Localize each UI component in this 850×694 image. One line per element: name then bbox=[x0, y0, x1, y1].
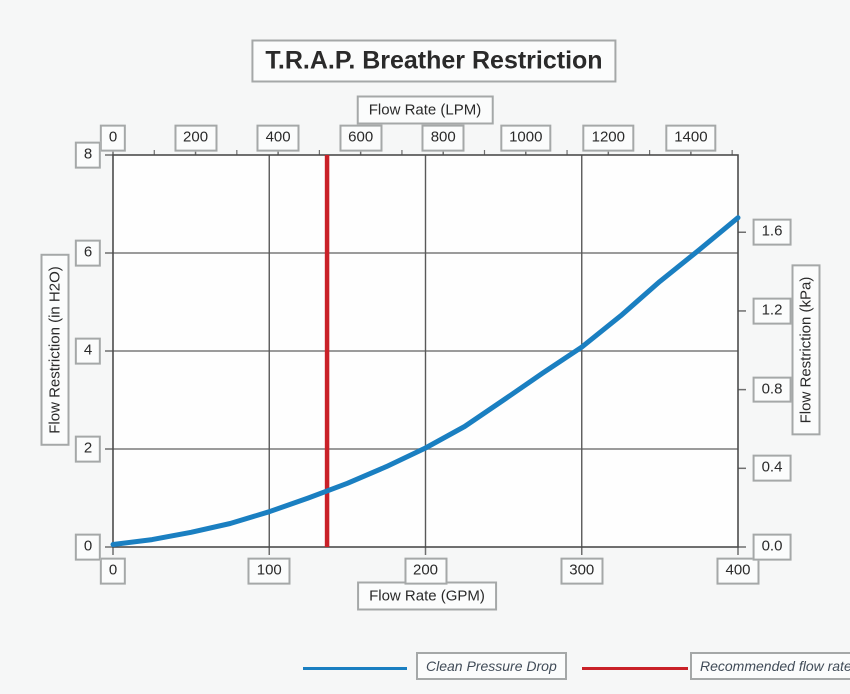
top-axis-tick-label: 1000 bbox=[500, 124, 552, 152]
left-axis-tick-label: 6 bbox=[74, 239, 102, 267]
left-axis-tick-label: 8 bbox=[74, 141, 102, 169]
top-axis-title: Flow Rate (LPM) bbox=[356, 95, 494, 125]
legend-label-clean-pressure-drop: Clean Pressure Drop bbox=[416, 652, 567, 680]
right-axis-tick-label: 1.2 bbox=[752, 297, 792, 325]
clean-pressure-drop-curve bbox=[110, 215, 741, 547]
right-axis-tick-label: 0.4 bbox=[752, 454, 792, 482]
bottom-axis-tick-label: 100 bbox=[247, 557, 291, 585]
top-axis-tick-label: 800 bbox=[421, 124, 465, 152]
top-axis-tick-label: 400 bbox=[256, 124, 300, 152]
right-axis-tick-label: 0.8 bbox=[752, 376, 792, 403]
right-axis-tick-label: 0.0 bbox=[752, 533, 792, 561]
right-axis-title: Flow Restriction (kPa) bbox=[791, 264, 821, 436]
top-axis-tick-label: 200 bbox=[174, 124, 218, 152]
left-axis-tick-label: 4 bbox=[74, 337, 102, 365]
legend-swatch-recommended-flow-rate bbox=[582, 667, 688, 670]
bottom-axis-tick-label: 300 bbox=[560, 557, 604, 585]
top-axis-tick-label: 1400 bbox=[665, 124, 717, 152]
left-axis-title: Flow Restriction (in H2O) bbox=[40, 254, 70, 446]
legend-label-recommended-flow-rate: Recommended flow rate bbox=[690, 652, 850, 680]
top-axis-tick-label: 600 bbox=[339, 124, 383, 152]
top-axis-tick-label: 1200 bbox=[582, 124, 634, 152]
bottom-axis-title: Flow Rate (GPM) bbox=[357, 581, 497, 611]
page-title: T.R.A.P. Breather Restriction bbox=[251, 39, 617, 83]
left-axis-tick-label: 2 bbox=[74, 435, 102, 463]
plot-frame bbox=[112, 154, 739, 548]
bottom-axis-tick-label: 400 bbox=[716, 557, 760, 585]
top-axis-tick-label: 0 bbox=[99, 124, 127, 152]
legend-swatch-clean-pressure-drop bbox=[303, 667, 407, 670]
left-axis-tick-label: 0 bbox=[74, 533, 102, 561]
bottom-axis-tick-label: 0 bbox=[99, 557, 127, 585]
bottom-axis-tick-label: 200 bbox=[403, 557, 448, 585]
right-axis-tick-label: 1.6 bbox=[752, 218, 792, 246]
